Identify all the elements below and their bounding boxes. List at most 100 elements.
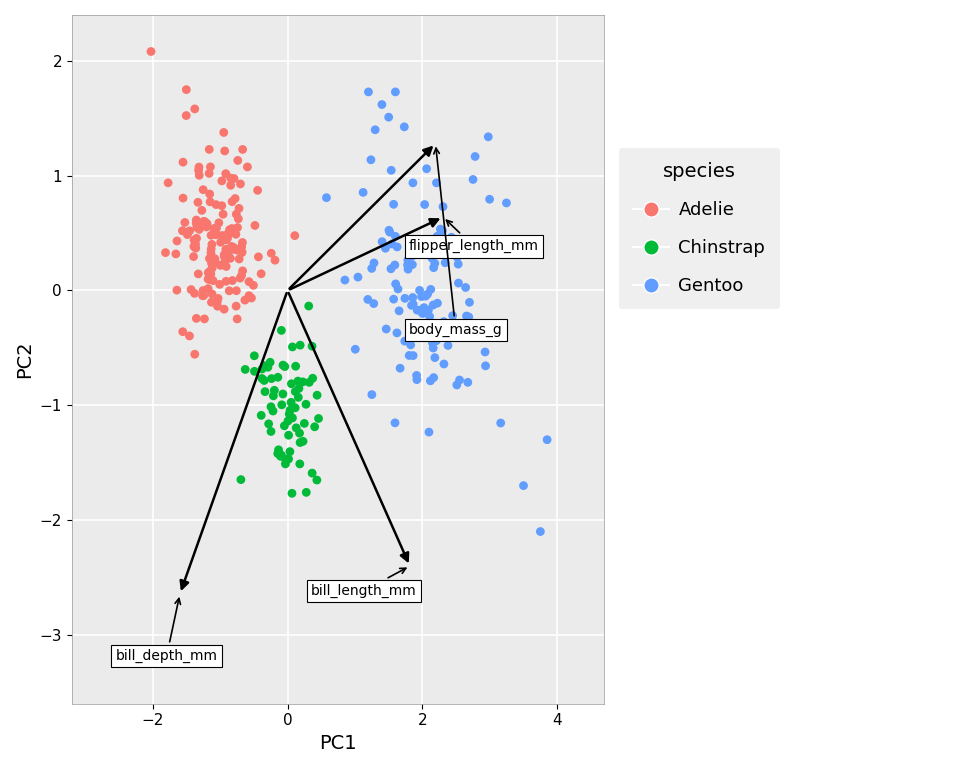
- Point: [425, 299, 441, 311]
- Point: [409, 369, 424, 382]
- Point: [367, 257, 382, 269]
- Point: [426, 238, 442, 250]
- Point: [196, 215, 211, 227]
- Point: [267, 254, 282, 266]
- Point: [218, 275, 233, 287]
- Point: [284, 487, 300, 499]
- Point: [277, 458, 293, 470]
- Legend: Adelie, Chinstrap, Gentoo: Adelie, Chinstrap, Gentoo: [619, 148, 780, 310]
- Point: [254, 362, 270, 375]
- Point: [229, 313, 245, 325]
- Point: [225, 243, 240, 256]
- Point: [412, 248, 427, 260]
- Point: [422, 375, 438, 387]
- Point: [228, 193, 243, 205]
- Point: [288, 360, 303, 372]
- Point: [276, 359, 291, 371]
- Point: [277, 360, 293, 372]
- Point: [387, 259, 402, 271]
- Point: [228, 228, 244, 240]
- Point: [499, 197, 515, 209]
- Point: [210, 293, 226, 305]
- Point: [241, 290, 256, 302]
- Point: [299, 486, 314, 498]
- Point: [214, 200, 229, 212]
- Point: [176, 156, 191, 168]
- Point: [229, 244, 245, 257]
- Point: [191, 268, 206, 280]
- Point: [231, 202, 247, 214]
- Point: [415, 307, 430, 319]
- Point: [260, 361, 276, 373]
- Point: [374, 98, 390, 111]
- Point: [189, 221, 204, 233]
- Point: [277, 453, 293, 465]
- Point: [424, 252, 440, 264]
- Point: [405, 259, 420, 271]
- Point: [275, 399, 290, 411]
- Point: [411, 326, 426, 339]
- Point: [180, 228, 195, 240]
- Point: [263, 425, 278, 438]
- Point: [390, 240, 405, 253]
- Point: [200, 217, 215, 230]
- Point: [204, 247, 219, 259]
- Point: [428, 335, 444, 347]
- Point: [429, 325, 444, 337]
- Point: [493, 417, 509, 429]
- Point: [311, 412, 326, 425]
- Point: [216, 126, 231, 138]
- Point: [222, 223, 237, 236]
- Point: [192, 223, 207, 236]
- Point: [449, 379, 465, 391]
- Point: [374, 236, 390, 248]
- Point: [265, 405, 280, 417]
- Point: [195, 290, 210, 302]
- Point: [179, 109, 194, 121]
- Point: [458, 281, 473, 293]
- Point: [187, 103, 203, 115]
- Point: [405, 298, 420, 310]
- Point: [204, 238, 220, 250]
- Point: [196, 184, 211, 196]
- Point: [304, 340, 320, 353]
- Point: [460, 376, 475, 389]
- Point: [224, 227, 239, 239]
- Text: bill_depth_mm: bill_depth_mm: [115, 598, 218, 664]
- Point: [285, 412, 300, 424]
- Point: [418, 240, 433, 253]
- Point: [445, 310, 461, 322]
- Point: [186, 233, 202, 246]
- Point: [223, 179, 238, 191]
- Point: [226, 227, 241, 239]
- Point: [211, 217, 227, 229]
- Point: [231, 253, 247, 265]
- Point: [296, 435, 311, 448]
- Point: [288, 386, 303, 398]
- Point: [214, 175, 229, 187]
- Point: [281, 429, 297, 442]
- Point: [194, 204, 209, 217]
- Point: [229, 221, 245, 233]
- Point: [274, 449, 289, 462]
- Point: [204, 257, 219, 270]
- Point: [297, 417, 312, 429]
- Point: [241, 276, 256, 288]
- Point: [230, 154, 246, 167]
- Point: [187, 348, 203, 360]
- Point: [228, 285, 244, 297]
- Point: [191, 164, 206, 177]
- Point: [292, 458, 307, 470]
- Point: [270, 447, 285, 459]
- Point: [427, 352, 443, 364]
- Point: [234, 246, 250, 258]
- Point: [222, 285, 237, 297]
- Point: [429, 177, 444, 189]
- Point: [168, 248, 183, 260]
- Point: [430, 297, 445, 310]
- Point: [280, 415, 296, 427]
- Point: [182, 225, 198, 237]
- Point: [266, 389, 281, 402]
- Point: [217, 249, 232, 261]
- Point: [378, 323, 394, 335]
